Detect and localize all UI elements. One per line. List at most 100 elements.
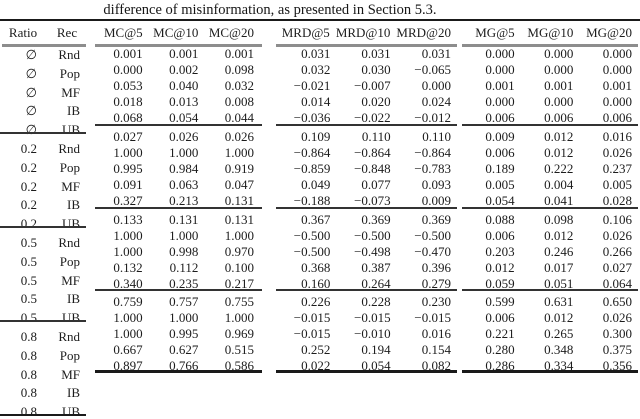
mrd-group-ratio-0.2: 0.109 0.110 0.110 −0.864 −0.864 −0.864 −0.859−… [276,129,457,209]
table-row: 0.009 0.012 0.016 [462,129,638,145]
table-cell: 0.044 [224,110,255,125]
label-row: 0.2 MF [0,178,88,197]
table-bottom-rule [95,370,262,373]
table-cell: 0.054 [485,193,515,208]
table-cell: 0.515 [224,342,255,357]
table-row: 1.000 1.000 1.000 [95,310,262,326]
mc-group-ratio-∅: 0.001 0.001 0.001 0.000 0.002 0.098 0.053 0.040… [95,46,262,126]
rec-cell: MF [61,366,80,382]
table-cell: 0.000 [544,46,574,61]
table-cell: 0.100 [224,260,255,275]
ratio-cell: ∅ [25,122,37,138]
table-row: −0.015 −0.015 −0.015 [276,310,457,326]
table-cell: 0.667 [113,342,143,357]
group-separator-rule [462,289,638,291]
table-row: 0.091 0.063 0.047 [95,177,262,193]
label-row: 0.2 Pop [0,159,88,178]
table-cell: 0.995 [113,161,143,176]
table-row: 0.599 0.631 0.650 [462,294,638,310]
ratio-cell: 0.2 [20,178,37,194]
table-cell: 0.213 [169,193,199,208]
table-row: 0.203 0.246 0.266 [462,244,638,260]
table-row: 0.006 0.012 0.026 [462,228,638,244]
ratio-cell: 0.8 [20,404,37,419]
ratio-cell: 0.2 [20,216,37,232]
mrd-group-ratio-0.5: 0.367 0.369 0.369 −0.500 −0.500 −0.500 −0.500−… [276,212,457,292]
table-cell: 0.897 [113,358,143,373]
table-row: 0.000 0.000 0.000 [462,94,638,110]
table-cell: 0.006 [485,110,515,125]
ratio-cell: ∅ [25,103,37,119]
label-row: 0.2 Rnd [0,140,88,159]
table-cell: 0.131 [224,193,255,208]
table-cell: 0.059 [485,276,515,291]
table-cell: 1.000 [224,228,255,243]
label-row: 0.5 UB [0,309,88,328]
table-cell: 0.396 [421,260,451,275]
ratio-group-0: ∅ Rnd ∅ Pop ∅ MF ∅ IB ∅ UB [0,46,88,140]
table-row: 0.000 0.002 0.098 [95,62,262,78]
table-row: 0.280 0.348 0.375 [462,342,638,358]
table-row: 1.000 1.000 1.000 [95,228,262,244]
mrd-header-row: MRD@5 MRD@10 MRD@20 [276,22,457,43]
table-cell: 0.279 [421,276,451,291]
mc-header-rule [95,44,262,47]
table-cell: −0.021 [293,78,331,93]
label-row: ∅ Pop [0,65,88,84]
table-row: 0.068 0.054 0.044 [95,110,262,126]
table-cell: 0.031 [301,46,331,61]
mc-header-row: MC@5 MC@10 MC@20 [95,22,262,43]
table-cell: 0.006 [485,228,515,243]
table-cell: 0.000 [602,46,633,61]
rec-cell: UB [61,122,80,138]
mrd-column-group: MRD@5 MRD@10 MRD@20 0.031 0.031 0.031 0.032… [276,22,457,374]
table-cell: 0.000 [602,94,633,109]
left-header-rule [2,44,86,47]
table-cell: 1.000 [224,310,255,325]
group-separator-rule [462,124,638,126]
mrd20-column-header: MRD@20 [396,25,451,40]
rec-cell: UB [61,404,80,419]
table-cell: −0.036 [293,110,331,125]
rec-cell: Pop [59,347,80,363]
table-cell: 0.000 [113,62,143,77]
table-cell: 0.054 [361,358,391,373]
ratio-cell: 0.8 [20,347,37,363]
table-row: 1.000 1.000 1.000 [95,145,262,161]
table-cell: 0.001 [544,78,574,93]
table-row: 0.018 0.013 0.008 [95,94,262,110]
table-cell: −0.012 [414,110,451,125]
ratio-cell: 0.8 [20,329,37,344]
table-cell: 0.017 [544,260,574,275]
mrd10-column-header: MRD@10 [335,25,391,40]
table-cell: 1.000 [224,145,255,160]
table-cell: 0.000 [421,78,451,93]
mc20-column-header: MC@20 [208,25,255,40]
group-separator-rule [276,124,457,126]
table-cell: 0.032 [224,78,255,93]
label-row: 0.8 Pop [0,347,88,366]
table-row: 0.031 0.031 0.031 [276,46,457,62]
table-cell: 0.063 [169,177,199,192]
table-cell: 0.132 [113,260,143,275]
ratio-cell: ∅ [25,84,37,100]
table-row: 0.001 0.001 0.001 [95,46,262,62]
table-row: 0.012 0.017 0.027 [462,260,638,276]
mg20-column-header: MG@20 [586,25,633,40]
table-cell: 0.027 [602,260,633,275]
label-row: 0.5 MF [0,272,88,291]
ratio-cell: 0.5 [20,310,37,326]
rec-cell: Pop [59,65,80,81]
ratio-cell: ∅ [25,65,37,81]
table-row: 0.032 0.030 −0.065 [276,62,457,78]
label-row: 0.2 IB [0,196,88,215]
table-cell: 0.300 [602,326,633,341]
table-cell: −0.500 [293,244,331,259]
table-cell: 0.024 [421,94,451,109]
mrd-group-ratio-∅: 0.031 0.031 0.031 0.032 0.030 −0.065 −0.021 −0.… [276,46,457,126]
table-row: 0.327 0.213 0.131 [95,193,262,209]
table-row: 0.027 0.026 0.026 [95,129,262,145]
table-cell: 0.005 [485,177,515,192]
rec-cell: IB [67,103,80,119]
